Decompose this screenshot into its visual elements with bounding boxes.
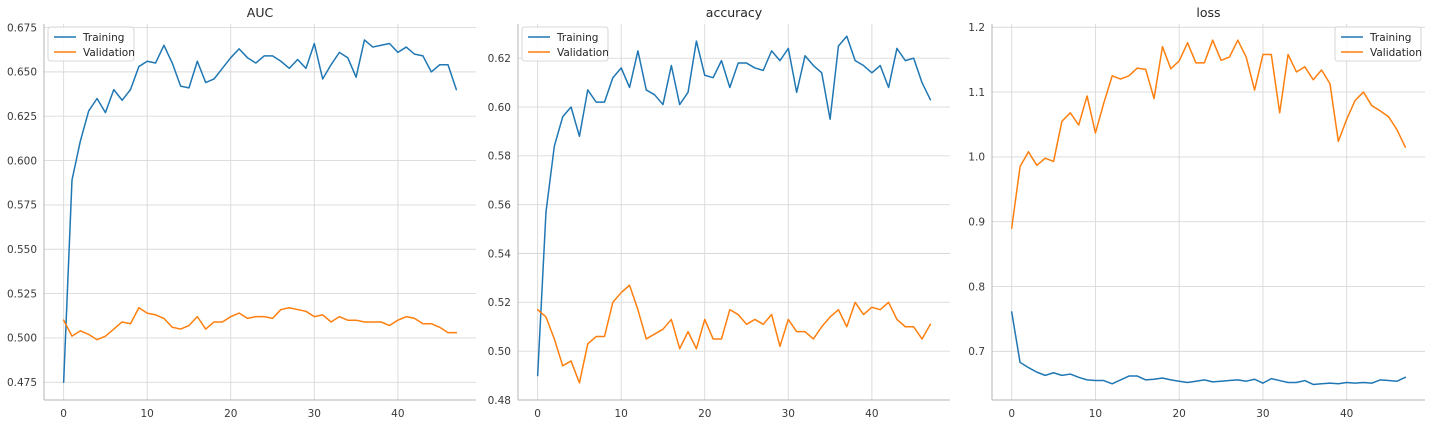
x-tick-label: 20	[224, 408, 237, 420]
y-tick-label: 0.48	[488, 395, 511, 407]
chart-title-accuracy: accuracy	[706, 5, 763, 20]
y-tick-label: 0.58	[488, 151, 511, 163]
y-tick-label: 0.525	[7, 288, 37, 300]
y-tick-label: 0.56	[488, 199, 512, 211]
grid-auc	[44, 24, 476, 400]
y-tick-label: 0.62	[488, 53, 511, 65]
y-tick-label: 0.54	[488, 248, 512, 260]
y-tick-label: 0.600	[7, 155, 37, 167]
x-tick-label: 0	[534, 408, 541, 420]
legend-accuracy: Training Validation	[521, 26, 609, 62]
grid-loss	[992, 24, 1425, 400]
y-tick-label: 0.9	[968, 217, 985, 229]
legend-label-training: Training	[556, 32, 598, 44]
legend-label-training: Training	[82, 32, 124, 44]
series-line-training	[536, 35, 932, 377]
legend-label-validation: Validation	[83, 47, 135, 59]
chart-title-loss: loss	[1196, 5, 1220, 20]
y-tick-label: 1.1	[968, 87, 985, 99]
x-tick-label: 40	[391, 408, 404, 420]
legend-auc: Training Validation	[47, 26, 135, 62]
y-tick-label: 0.625	[7, 111, 37, 123]
x-tick-label: 20	[698, 408, 711, 420]
y-tick-label: 0.575	[7, 200, 37, 212]
x-tick-label: 30	[308, 408, 321, 420]
series-line-training	[62, 39, 458, 384]
y-tick-label: 0.650	[7, 67, 37, 79]
legend-loss: Training Validation	[1334, 26, 1422, 62]
y-tick-label: 0.7	[968, 346, 985, 358]
x-tick-label: 0	[60, 408, 67, 420]
series-line-training	[1010, 311, 1407, 386]
x-tick-label: 30	[1256, 408, 1269, 420]
x-tick-label: 20	[1172, 408, 1185, 420]
y-tick-label: 1.2	[968, 22, 985, 34]
chart-panel-auc: AUC 0.475 0.500 0.525 0.550 0.575 0.600 0.625 0…	[7, 5, 476, 420]
series-line-validation	[62, 307, 458, 341]
legend-label-validation: Validation	[557, 47, 609, 59]
x-tick-label: 40	[1340, 408, 1353, 420]
series-line-validation	[1010, 39, 1407, 229]
y-tick-label: 0.550	[7, 244, 37, 256]
x-tick-label: 0	[1008, 408, 1015, 420]
x-tick-label: 10	[615, 408, 628, 420]
chart-panel-loss: loss 0.7 0.8 0.9 1.0 1.1 1.2 0 10 20 30 40 Training…	[968, 5, 1425, 420]
y-tick-label: 1.0	[968, 152, 985, 164]
series-line-validation	[536, 284, 932, 384]
y-tick-label: 0.60	[488, 102, 511, 114]
y-tick-label: 0.675	[7, 22, 37, 34]
x-tick-label: 10	[1089, 408, 1102, 420]
chart-panel-accuracy: accuracy 0.48 0.50 0.52 0.54 0.56 0.58 0.60 0.6…	[488, 5, 950, 420]
x-tick-label: 10	[141, 408, 154, 420]
y-tick-label: 0.52	[488, 297, 511, 309]
y-tick-label: 0.50	[488, 346, 511, 358]
y-tick-label: 0.8	[968, 281, 985, 293]
y-tick-label: 0.500	[7, 333, 37, 345]
x-tick-label: 40	[865, 408, 878, 420]
y-tick-label: 0.475	[7, 377, 37, 389]
legend-label-training: Training	[1369, 32, 1411, 44]
x-tick-label: 30	[782, 408, 795, 420]
legend-label-validation: Validation	[1370, 47, 1422, 59]
chart-title-auc: AUC	[247, 5, 274, 20]
